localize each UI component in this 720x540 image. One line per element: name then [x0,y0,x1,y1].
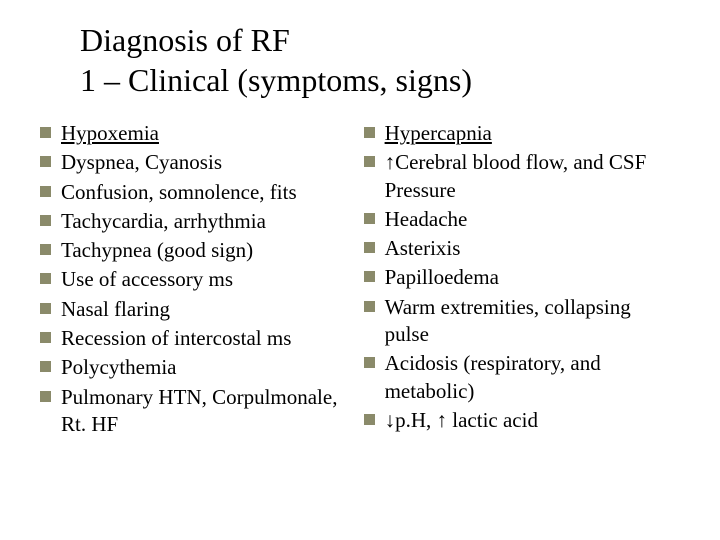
item-text: Asterixis [385,235,461,262]
square-bullet-icon [364,301,375,312]
column-heading: Hypoxemia [61,120,159,147]
item-text: Warm extremities, collapsing pulse [385,294,678,349]
square-bullet-icon [40,127,51,138]
list-item: Use of accessory ms [40,266,354,293]
square-bullet-icon [364,242,375,253]
list-item: ↑Cerebral blood flow, and CSF Pressure [364,149,678,204]
title-line-2: 1 – Clinical (symptoms, signs) [80,60,680,100]
list-item: Warm extremities, collapsing pulse [364,294,678,349]
list-item-heading: Hypercapnia [364,120,678,147]
square-bullet-icon [40,303,51,314]
square-bullet-icon [40,215,51,226]
square-bullet-icon [364,271,375,282]
left-column: Hypoxemia Dyspnea, Cyanosis Confusion, s… [40,120,354,440]
columns: Hypoxemia Dyspnea, Cyanosis Confusion, s… [40,120,680,440]
item-text: ↓p.H, ↑ lactic acid [385,407,538,434]
square-bullet-icon [364,357,375,368]
title-line-1: Diagnosis of RF [80,20,680,60]
square-bullet-icon [40,273,51,284]
item-text: ↑Cerebral blood flow, and CSF Pressure [385,149,678,204]
square-bullet-icon [40,391,51,402]
list-item: Acidosis (respiratory, and metabolic) [364,350,678,405]
title-block: Diagnosis of RF 1 – Clinical (symptoms, … [80,20,680,100]
item-text: Pulmonary HTN, Corpulmonale, Rt. HF [61,384,354,439]
list-item: Headache [364,206,678,233]
square-bullet-icon [40,186,51,197]
list-item: Tachycardia, arrhythmia [40,208,354,235]
list-item: Recession of intercostal ms [40,325,354,352]
item-text: Use of accessory ms [61,266,233,293]
square-bullet-icon [40,332,51,343]
column-heading: Hypercapnia [385,120,492,147]
item-text: Papilloedema [385,264,499,291]
list-item: Asterixis [364,235,678,262]
item-text: Tachycardia, arrhythmia [61,208,266,235]
square-bullet-icon [40,156,51,167]
item-text: Polycythemia [61,354,176,381]
item-text: Nasal flaring [61,296,170,323]
list-item: ↓p.H, ↑ lactic acid [364,407,678,434]
item-text: Confusion, somnolence, fits [61,179,297,206]
item-text: Dyspnea, Cyanosis [61,149,222,176]
list-item: Papilloedema [364,264,678,291]
square-bullet-icon [364,127,375,138]
square-bullet-icon [40,244,51,255]
square-bullet-icon [364,213,375,224]
list-item: Confusion, somnolence, fits [40,179,354,206]
list-item: Tachypnea (good sign) [40,237,354,264]
list-item-heading: Hypoxemia [40,120,354,147]
item-text: Tachypnea (good sign) [61,237,253,264]
slide: Diagnosis of RF 1 – Clinical (symptoms, … [0,0,720,540]
square-bullet-icon [364,414,375,425]
list-item: Nasal flaring [40,296,354,323]
list-item: Pulmonary HTN, Corpulmonale, Rt. HF [40,384,354,439]
item-text: Acidosis (respiratory, and metabolic) [385,350,678,405]
item-text: Recession of intercostal ms [61,325,291,352]
square-bullet-icon [40,361,51,372]
list-item: Dyspnea, Cyanosis [40,149,354,176]
right-column: Hypercapnia ↑Cerebral blood flow, and CS… [364,120,678,440]
square-bullet-icon [364,156,375,167]
list-item: Polycythemia [40,354,354,381]
item-text: Headache [385,206,468,233]
